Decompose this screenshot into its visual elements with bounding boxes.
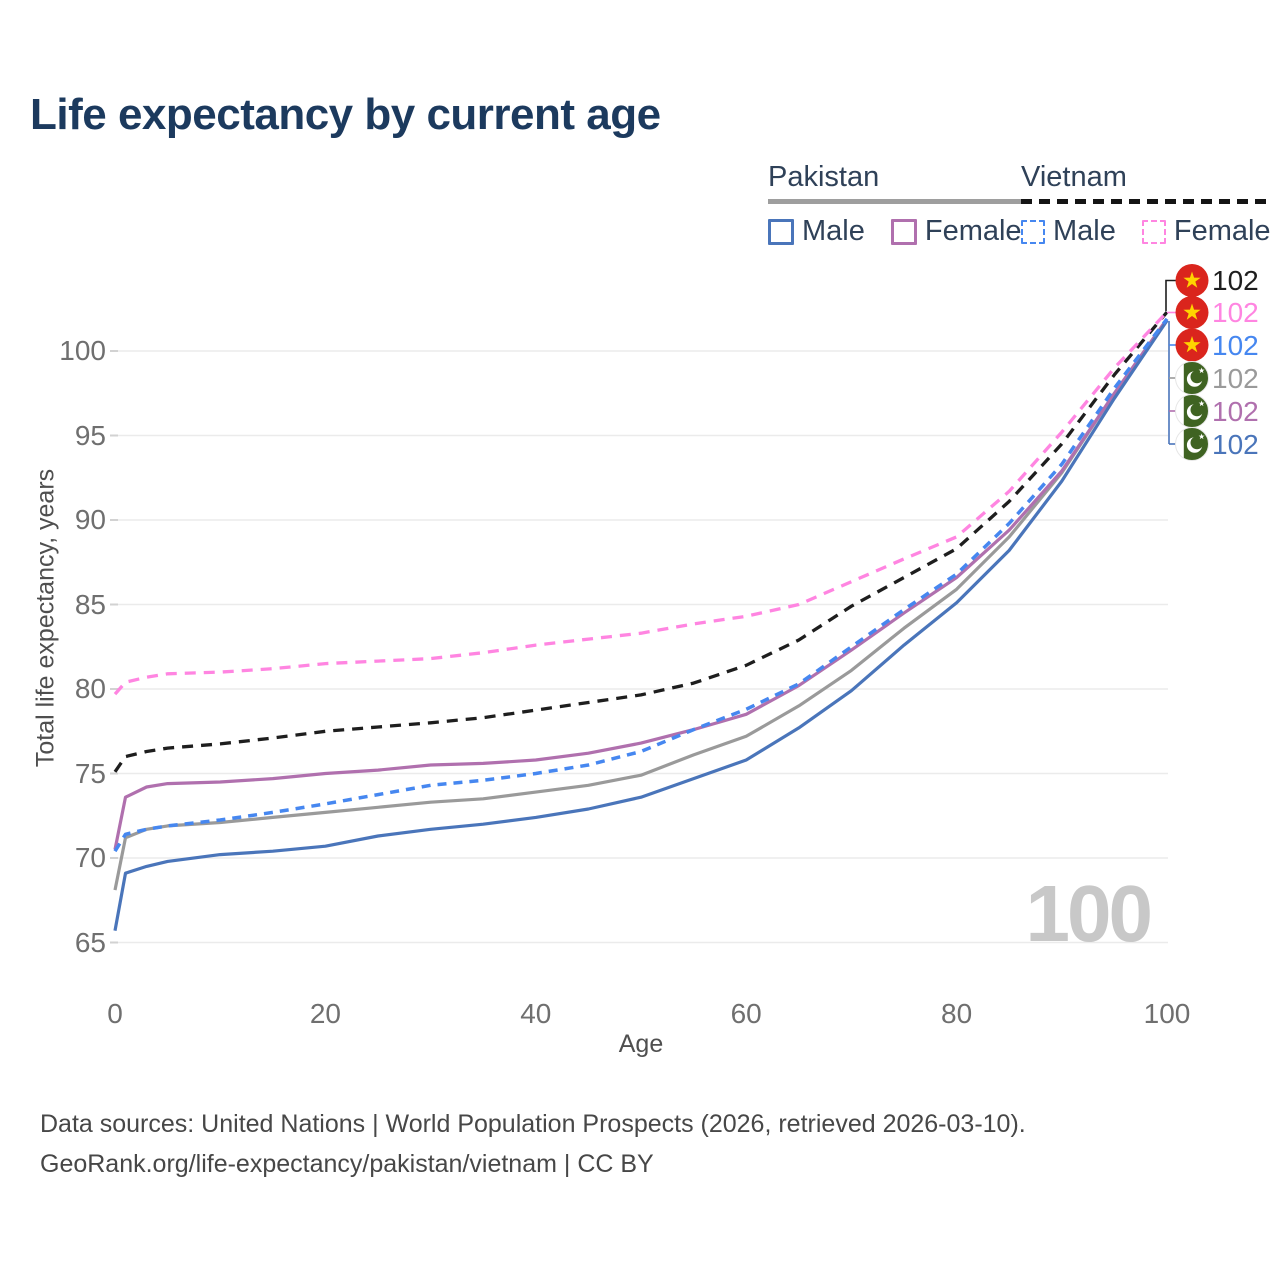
end-label-vietnam-female: 102: [1212, 297, 1259, 328]
legend-item-pakistan-female[interactable]: Female: [890, 215, 1022, 248]
y-tick-label: 80: [74, 673, 106, 704]
y-tick-label: 75: [74, 757, 106, 789]
footer-attribution: GeoRank.org/life-expectancy/pakistan/vie…: [40, 1150, 654, 1178]
pakistan-male-swatch-icon: [768, 218, 794, 245]
y-tick-label: 90: [74, 504, 106, 535]
line-pakistan-male[interactable]: [113, 319, 1169, 931]
vietnam-flag-icon: [1175, 296, 1209, 329]
age-watermark: 100: [1025, 869, 1153, 958]
y-tick-label: 85: [74, 588, 106, 620]
line-vietnam-female[interactable]: [113, 310, 1169, 696]
vietnam-flag-icon: [1175, 264, 1209, 297]
end-label-pakistan-female: 102: [1212, 395, 1259, 427]
vietnam-male-swatch-icon: [1021, 219, 1045, 244]
line-pakistan-all[interactable]: [113, 319, 1169, 891]
page-title: Life expectancy by current age: [30, 90, 661, 139]
legend-item-label: Female: [924, 215, 1022, 247]
legend-item-vietnam-male[interactable]: Male: [1021, 215, 1116, 248]
flag-badges: [1175, 264, 1209, 461]
pakistan-flag-icon: [1175, 427, 1209, 461]
y-tick-label: 100: [59, 335, 106, 366]
x-tick-label: 60: [730, 998, 762, 1029]
end-label-pakistan-all: 102: [1212, 362, 1259, 394]
x-axis-title: Age: [618, 1030, 664, 1058]
line-vietnam-male[interactable]: [113, 317, 1169, 853]
x-tick-label: 0: [107, 998, 123, 1029]
end-label-pakistan-male: 102: [1212, 428, 1259, 460]
legend-country-label-pakistan: Pakistan: [768, 161, 880, 193]
legend-group-pakistan: Pakistan Male Female: [768, 161, 1022, 248]
legend-item-label: Male: [1053, 215, 1116, 247]
x-tick-label: 40: [520, 998, 552, 1029]
end-label-vietnam-male: 102: [1212, 329, 1259, 361]
gridlines: [110, 350, 1168, 944]
footer-data-sources: Data sources: United Nations | World Pop…: [40, 1110, 1026, 1138]
end-label-vietnam-all: 102: [1212, 265, 1259, 296]
legend-item-pakistan-male[interactable]: Male: [768, 215, 865, 248]
series-lines: [113, 310, 1169, 931]
leader-line: [1165, 279, 1176, 311]
legend-item-label: Male: [802, 215, 865, 247]
line-pakistan-female[interactable]: [113, 317, 1169, 850]
legend-group-vietnam: Vietnam Male Female: [1021, 161, 1271, 248]
legend-header-pakistan[interactable]: Pakistan: [768, 161, 1022, 204]
x-tick-label: 100: [1143, 998, 1191, 1029]
y-tick-label: 70: [74, 842, 106, 873]
legend-country-label-vietnam: Vietnam: [1021, 161, 1127, 193]
pakistan-female-swatch-icon: [890, 218, 917, 245]
pakistan-solid-line-swatch: [768, 199, 1022, 204]
vietnam-dashed-line-swatch: [1021, 199, 1271, 204]
pakistan-flag-icon: [1175, 361, 1209, 395]
legend-item-label: Female: [1173, 215, 1271, 247]
x-tick-label: 20: [309, 998, 341, 1029]
legend-items-pakistan: Male Female: [768, 215, 1022, 248]
legend-item-vietnam-female[interactable]: Female: [1141, 215, 1271, 248]
vietnam-flag-icon: [1175, 328, 1209, 362]
legend-items-vietnam: Male Female: [1021, 215, 1271, 248]
x-tick-label: 80: [941, 998, 973, 1029]
y-tick-label: 65: [74, 926, 106, 958]
vietnam-female-swatch-icon: [1141, 219, 1166, 244]
y-tick-label: 95: [74, 419, 106, 451]
line-vietnam-all[interactable]: [113, 311, 1169, 773]
pakistan-flag-icon: [1175, 394, 1209, 428]
legend-header-vietnam[interactable]: Vietnam: [1021, 161, 1271, 204]
leader-lines: [1165, 279, 1176, 445]
